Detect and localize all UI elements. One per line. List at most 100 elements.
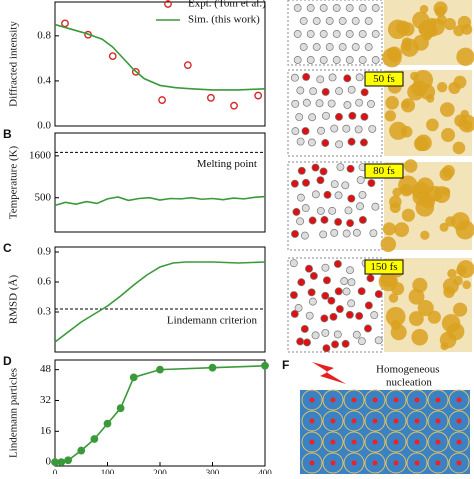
atom	[321, 139, 330, 147]
atom	[308, 216, 317, 225]
nucleus-zone	[301, 452, 323, 474]
nucleus-zone	[322, 431, 344, 453]
data-point	[103, 419, 112, 428]
atom	[309, 271, 318, 280]
density-blob	[443, 17, 456, 31]
nucleus	[330, 439, 336, 445]
atom	[358, 216, 367, 224]
atom	[302, 178, 310, 187]
nucleus-zone	[343, 410, 365, 432]
nucleus-zone	[385, 431, 407, 453]
density-blob	[401, 100, 411, 109]
atom	[358, 190, 367, 199]
nucleus	[351, 397, 357, 403]
density-blob	[456, 260, 474, 279]
nucleus	[330, 397, 336, 403]
legend-label: Expt. (Tom et al.)	[188, 0, 266, 10]
data-point	[131, 67, 140, 76]
density-blob	[440, 342, 449, 351]
density-blob	[412, 187, 430, 206]
atom	[357, 337, 366, 346]
atom	[329, 312, 338, 321]
y-tick-label: 48	[40, 363, 52, 375]
atom	[354, 125, 363, 134]
atom	[357, 287, 366, 296]
density-blob	[454, 114, 467, 128]
atom	[292, 207, 301, 216]
density-blob	[418, 23, 430, 35]
atom	[331, 340, 339, 349]
atom	[335, 87, 344, 96]
atom	[295, 113, 304, 122]
data-point	[61, 19, 69, 28]
density-blob	[408, 311, 424, 327]
atom	[347, 299, 356, 308]
atom	[322, 344, 331, 353]
density-blob	[388, 293, 399, 303]
atom	[364, 17, 373, 25]
atom	[319, 56, 328, 64]
y-tick-label: 0.4	[37, 74, 51, 86]
y-axis-label: Temperature (K)	[8, 145, 20, 219]
atom	[342, 124, 351, 133]
legend-label: Sim. (this work)	[188, 14, 260, 26]
time-label: 150 fs	[370, 261, 397, 273]
atom	[351, 43, 360, 51]
atom	[335, 112, 343, 121]
atom	[355, 98, 364, 107]
atom	[323, 190, 332, 199]
nucleus	[372, 460, 378, 466]
data-point	[208, 363, 217, 372]
nucleus-zone	[301, 410, 323, 432]
nucleus	[414, 439, 420, 445]
density-blob	[442, 164, 455, 178]
density-blob	[390, 324, 407, 341]
x-tick-label: 200	[153, 468, 167, 474]
plot-frame	[54, 246, 266, 353]
nucleus	[393, 397, 399, 403]
atom	[358, 4, 367, 12]
density-blob	[453, 302, 468, 317]
atom	[293, 30, 302, 38]
x-tick-label: 300	[206, 468, 220, 474]
atom	[293, 4, 302, 12]
data-point	[129, 373, 138, 382]
atom	[321, 88, 330, 96]
atom	[296, 86, 305, 95]
density-blob	[411, 328, 429, 346]
atom	[319, 4, 328, 12]
atom	[325, 43, 334, 51]
atom	[340, 277, 349, 286]
atom	[352, 330, 361, 339]
atom	[333, 330, 342, 339]
atom	[355, 311, 364, 320]
density-blob	[413, 136, 429, 152]
atom	[338, 17, 347, 25]
nucleus-zone	[322, 389, 344, 411]
atom	[333, 260, 342, 268]
nucleus	[309, 460, 315, 466]
atom	[371, 202, 380, 211]
atom	[317, 126, 325, 135]
density-blob	[395, 20, 411, 36]
data-point	[57, 458, 66, 467]
nucleus-zone	[385, 389, 407, 411]
density-blob	[378, 271, 398, 292]
atom	[336, 163, 345, 171]
atom	[342, 229, 351, 238]
atom	[364, 301, 373, 310]
atom	[347, 194, 356, 203]
atom	[319, 230, 328, 239]
reference-label: Melting point	[197, 158, 257, 170]
density-blob	[417, 300, 434, 317]
nucleus-zone	[427, 452, 449, 474]
density-blob	[382, 222, 396, 236]
atom	[356, 202, 364, 211]
atom	[342, 287, 351, 296]
atom	[319, 167, 328, 176]
nucleus-zone	[427, 389, 449, 411]
density-blob	[400, 38, 419, 57]
atom	[332, 30, 341, 38]
atom	[297, 193, 305, 202]
data-point	[261, 361, 269, 370]
